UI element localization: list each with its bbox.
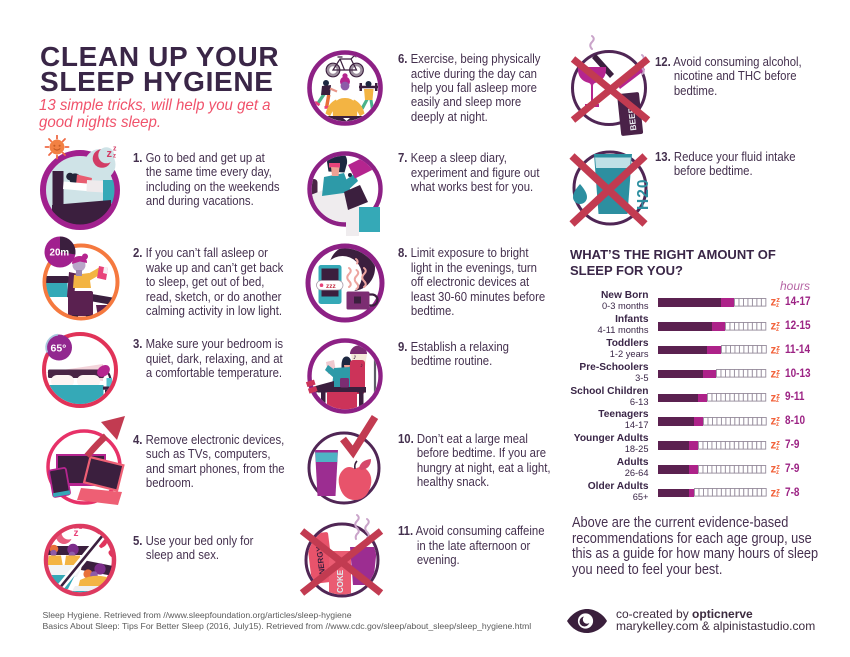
- svg-text:COKE: COKE: [336, 569, 345, 593]
- svg-text:♪: ♪: [360, 363, 363, 369]
- svg-text:z: z: [79, 524, 83, 531]
- svg-text:♪: ♪: [353, 352, 357, 361]
- svg-text:zzz: zzz: [326, 283, 337, 290]
- svg-text:65°: 65°: [51, 343, 67, 355]
- svg-text:H20: H20: [635, 179, 652, 210]
- svg-text:z: z: [74, 528, 79, 539]
- svg-text:20m: 20m: [50, 248, 70, 259]
- svg-text:z: z: [107, 148, 113, 160]
- svg-text:z: z: [113, 154, 116, 160]
- svg-text:z: z: [113, 146, 117, 153]
